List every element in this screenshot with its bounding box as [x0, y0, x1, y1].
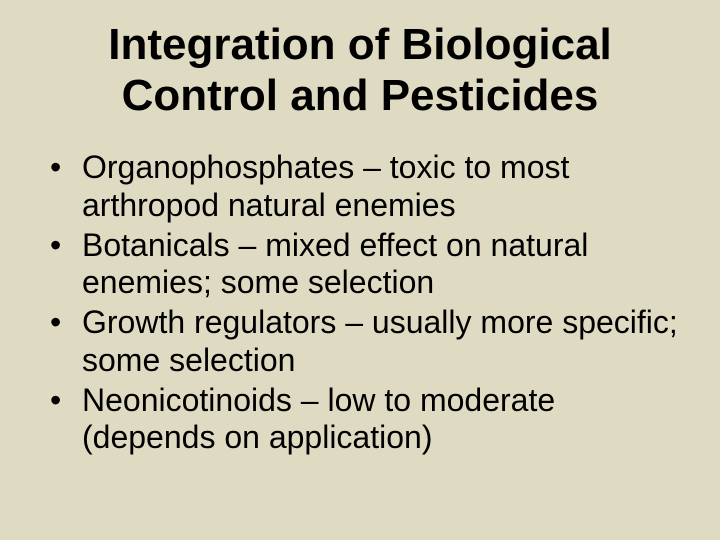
list-item: Neonicotinoids – low to moderate (depend…	[50, 382, 690, 458]
list-item: Organophosphates – toxic to most arthrop…	[50, 149, 690, 225]
bullet-list: Organophosphates – toxic to most arthrop…	[30, 149, 690, 457]
list-item: Growth regulators – usually more specifi…	[50, 304, 690, 380]
slide-title: Integration of Biological Control and Pe…	[30, 20, 690, 121]
slide: Integration of Biological Control and Pe…	[0, 0, 720, 540]
list-item: Botanicals – mixed effect on natural ene…	[50, 227, 690, 303]
